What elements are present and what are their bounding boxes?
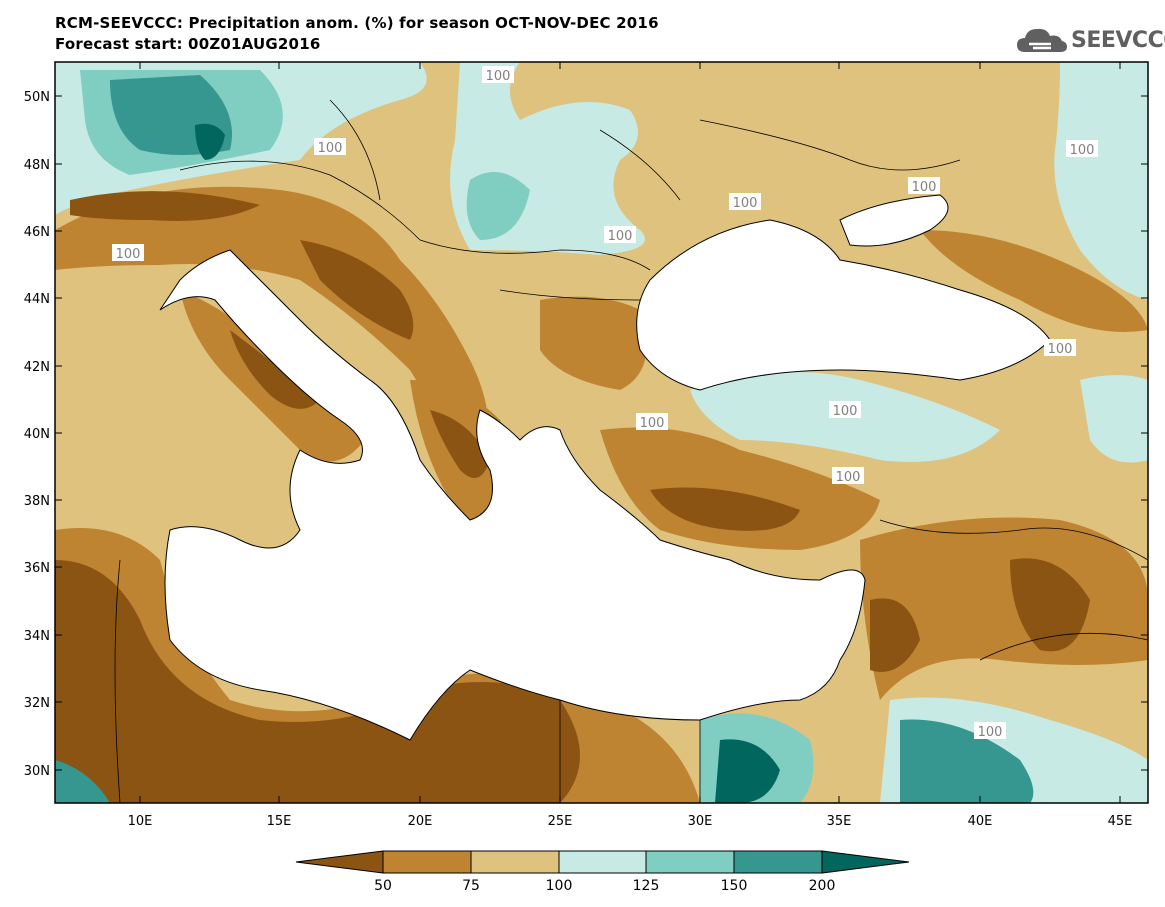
- latitude-axis: 50N 48N 46N 44N 42N 40N 38N 36N 34N 32N 30N: [24, 90, 1148, 779]
- mediterranean-sea: [159, 249, 866, 741]
- wet-region-caspian: [1054, 62, 1148, 300]
- lat-tick-label: 42N: [24, 360, 50, 375]
- contour-label: 100: [318, 141, 343, 156]
- contour-label: 100: [836, 470, 861, 485]
- wet-region-central-europe-max: [195, 123, 225, 160]
- lon-tick-label: 35E: [827, 814, 852, 829]
- colorbar-segment: [470, 850, 560, 874]
- black-sea: [636, 219, 1051, 391]
- wet-region-carpathians-core: [466, 172, 530, 240]
- lat-tick-label: 30N: [24, 764, 50, 779]
- contour-label: 100: [1048, 342, 1073, 357]
- logo-text: SEEVCCC: [1071, 28, 1165, 53]
- contour-label-bg: [1044, 339, 1076, 356]
- contour-label: 100: [978, 725, 1003, 740]
- colorbar-low-arrow: [295, 850, 384, 874]
- contour-label: 100: [733, 196, 758, 211]
- dry-region-bulgaria: [540, 296, 647, 390]
- dry-region-alps-core: [70, 191, 260, 221]
- dry-region-italy-core: [230, 330, 320, 409]
- lat-tick-label: 38N: [24, 494, 50, 509]
- lat-tick-label: 36N: [24, 561, 50, 576]
- contour-label-bg: [832, 467, 864, 484]
- wet-region-egypt-core: [715, 739, 780, 803]
- lon-tick-label: 30E: [688, 814, 713, 829]
- colorbar-segment: [733, 850, 823, 874]
- contour-labels: 100 100 100 100 100 100 100 100 100 100 100 100: [112, 66, 1098, 740]
- contour-label-bg: [314, 138, 346, 155]
- wet-region-east-turkey: [1080, 375, 1148, 463]
- lon-tick-label: 15E: [267, 814, 292, 829]
- dry-region-anatolia: [600, 427, 880, 550]
- contour-label: 100: [608, 229, 633, 244]
- dry-region-iraq-core: [1010, 558, 1090, 652]
- colorbar-segment: [558, 850, 647, 874]
- seevccc-logo: SEEVCCC: [1015, 22, 1165, 58]
- contour-label: 100: [1070, 143, 1095, 158]
- wet-region-tunisia-coast: [55, 760, 110, 803]
- dry-region-greece-core: [430, 410, 490, 478]
- chart-title: RCM-SEEVCCC: Precipitation anom. (%) for…: [55, 14, 659, 32]
- contour-label-bg: [729, 193, 761, 210]
- contour-label-bg: [908, 177, 940, 194]
- dry-region-levant-core: [870, 598, 920, 672]
- contour-label: 100: [912, 180, 937, 195]
- dry-region-alps-balkans: [55, 186, 488, 461]
- contour-label-bg: [636, 413, 668, 430]
- lon-tick-label: 25E: [548, 814, 573, 829]
- lat-tick-label: 40N: [24, 427, 50, 442]
- contour-label-bg: [974, 722, 1006, 739]
- colorbar-label: 125: [633, 878, 660, 894]
- lon-tick-label: 20E: [408, 814, 433, 829]
- colorbar-segment: [645, 850, 735, 874]
- sea-of-azov: [839, 194, 949, 247]
- dry-region-anatolia-core: [650, 487, 800, 531]
- lat-tick-label: 34N: [24, 629, 50, 644]
- lon-tick-label: 40E: [968, 814, 993, 829]
- contour-label-bg: [482, 66, 514, 83]
- dry-region-caucasus: [920, 230, 1148, 332]
- wet-region-arabia-core: [900, 719, 1034, 803]
- contour-label: 100: [116, 247, 141, 262]
- contour-label: 100: [833, 404, 858, 419]
- map-plot-area: [55, 62, 1148, 803]
- contour-label-bg: [1066, 140, 1098, 157]
- longitude-axis: 10E 15E 20E 25E 30E 35E 40E 45E: [128, 62, 1133, 829]
- contour-label-bg: [604, 226, 636, 243]
- country-borders: [114, 99, 1148, 803]
- forecast-start-label: Forecast start: 00Z01AUG2016: [55, 35, 321, 53]
- contour-label: 100: [640, 416, 665, 431]
- cloud-logo-icon: [1017, 28, 1067, 52]
- contour-label: 100: [486, 69, 511, 84]
- colorbar-label: 200: [809, 878, 836, 894]
- dry-region-syria-iraq: [860, 517, 1148, 700]
- colorbar-high-arrow: [821, 850, 910, 874]
- lon-tick-label: 10E: [128, 814, 153, 829]
- lat-tick-label: 48N: [24, 158, 50, 173]
- colorbar: 50 75 100 125 150 200: [295, 850, 910, 894]
- colorbar-segment: [382, 850, 472, 874]
- colorbar-label: 75: [462, 878, 480, 894]
- lat-tick-label: 32N: [24, 696, 50, 711]
- colorbar-label: 150: [721, 878, 748, 894]
- contour-label-bg: [112, 244, 144, 261]
- lat-tick-label: 50N: [24, 90, 50, 105]
- colorbar-label: 100: [546, 878, 573, 894]
- contour-label-bg: [829, 401, 861, 418]
- dry-region-north-africa-core: [55, 560, 580, 803]
- colorbar-label: 50: [374, 878, 392, 894]
- dry-region-dinaric-core: [300, 240, 414, 340]
- lat-tick-label: 46N: [24, 225, 50, 240]
- lat-tick-label: 44N: [24, 292, 50, 307]
- lon-tick-label: 45E: [1108, 814, 1133, 829]
